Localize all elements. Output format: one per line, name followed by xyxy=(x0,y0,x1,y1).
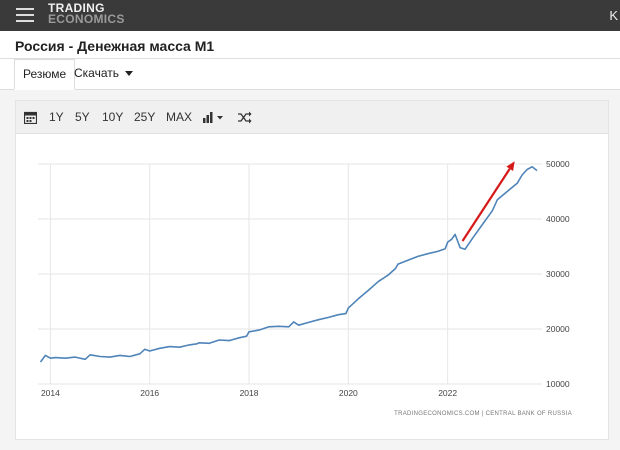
tab-bar: Резюме Скачать xyxy=(0,59,620,90)
chart-toolbar: 1Y 5Y 10Y 25Y MAX xyxy=(16,101,608,134)
tab-summary-label: Резюме xyxy=(23,67,67,81)
menu-icon[interactable] xyxy=(16,8,34,22)
header-corner-text[interactable]: K xyxy=(609,8,618,23)
range-10y-button[interactable]: 10Y xyxy=(102,110,124,124)
x-tick-label: 2014 xyxy=(41,388,60,398)
y-tick-label: 30000 xyxy=(546,269,570,279)
range-25y-button[interactable]: 25Y xyxy=(134,110,156,124)
logo-line2: ECONOMICS xyxy=(48,12,125,26)
x-tick-label: 2022 xyxy=(438,388,457,398)
logo-line1: TRADING xyxy=(48,1,105,15)
chart-panel: 1Y 5Y 10Y 25Y MAX 10000 20000 30000 40000 50… xyxy=(15,100,609,440)
x-tick-label: 2016 xyxy=(140,388,159,398)
series-line xyxy=(39,165,538,363)
chart-type-icon[interactable] xyxy=(203,112,225,123)
calendar-icon[interactable] xyxy=(24,111,37,124)
x-tick-label: 2020 xyxy=(339,388,358,398)
chart-source: TRADINGECONOMICS.COM | CENTRAL BANK OF R… xyxy=(394,411,572,417)
shuffle-icon[interactable] xyxy=(238,111,252,124)
y-tick-label: 20000 xyxy=(546,324,570,334)
tab-download[interactable]: Скачать xyxy=(66,59,141,88)
title-bar: Россия - Денежная масса M1 xyxy=(0,31,620,59)
tab-download-label: Скачать xyxy=(74,66,119,80)
tab-summary[interactable]: Резюме xyxy=(14,59,76,90)
y-tick-label: 50000 xyxy=(546,159,570,169)
y-tick-label: 10000 xyxy=(546,379,570,389)
line-chart: 10000 20000 30000 40000 50000 2014 2016 2018 202… xyxy=(38,159,572,417)
annotation-arrow-shaft xyxy=(461,168,511,242)
chevron-down-icon xyxy=(125,71,133,77)
x-tick-label: 2018 xyxy=(240,388,259,398)
range-5y-button[interactable]: 5Y xyxy=(75,110,90,124)
top-bar: TRADING ECONOMICS K xyxy=(0,0,620,31)
annotation-arrow-head xyxy=(506,161,515,171)
range-max-button[interactable]: MAX xyxy=(166,110,193,124)
range-1y-button[interactable]: 1Y xyxy=(49,110,64,124)
page-title: Россия - Денежная масса M1 xyxy=(15,38,215,54)
site-logo[interactable]: TRADING ECONOMICS xyxy=(48,1,125,26)
y-tick-label: 40000 xyxy=(546,214,570,224)
